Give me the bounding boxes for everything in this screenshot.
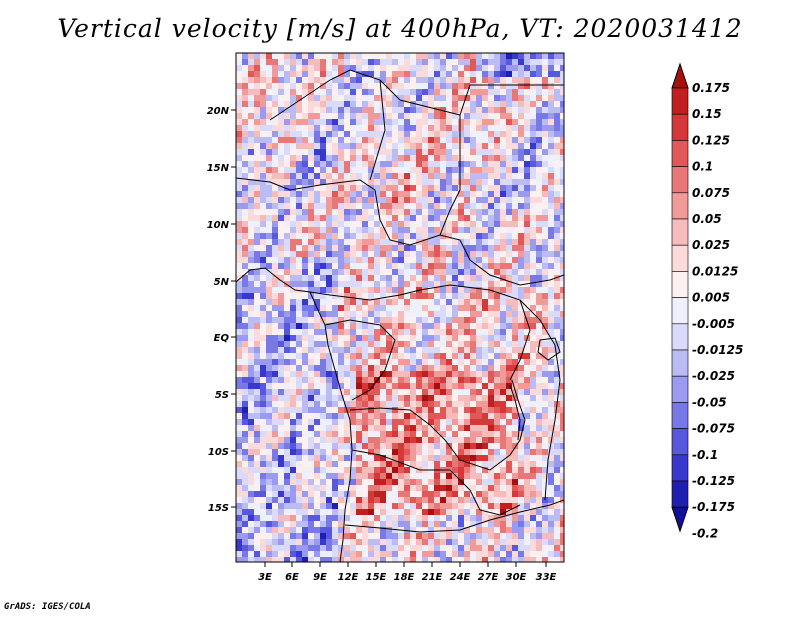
- colorbar-label: 0.0125: [692, 264, 738, 278]
- lat-label: EQ: [214, 333, 230, 344]
- northern-border: [269, 69, 564, 121]
- colorbar-label: 0.025: [692, 238, 730, 252]
- lon-label: 6E: [285, 572, 299, 583]
- colorbar-label: 0.005: [692, 291, 730, 305]
- chart-title: Vertical velocity [m/s] at 400hPa, VT: 2…: [57, 14, 743, 43]
- colorbar-swatch: [671, 454, 689, 482]
- central-africa-border: [309, 284, 531, 381]
- map-panel: 20N 15N 10N 5N EQ 5S 10S 15S 3E 6E 9E 12E 15E 18E 21E…: [207, 52, 565, 583]
- lat-label: 10N: [207, 220, 230, 231]
- colorbar-swatch: [671, 140, 689, 167]
- lon-label: 33E: [536, 572, 557, 583]
- colorbar-swatch: [671, 480, 689, 508]
- colorbar-label: -0.125: [692, 474, 735, 488]
- east-africa-border: [519, 299, 561, 501]
- lake-tanganyika: [509, 384, 521, 441]
- sahel-border: [236, 177, 564, 286]
- lon-label: 15E: [366, 572, 387, 583]
- colorbar-swatch: [671, 87, 689, 115]
- lon-label: 3E: [258, 572, 272, 583]
- angola-zambia-border: [351, 449, 521, 516]
- colorbar-label: 0.175: [692, 81, 730, 95]
- colorbar-label: -0.175: [692, 500, 735, 514]
- colorbar-swatch: [671, 375, 689, 403]
- colorbar-label: -0.05: [692, 395, 727, 409]
- lake-victoria: [537, 337, 561, 361]
- lat-label: 15S: [208, 503, 229, 514]
- colorbar-swatch: [671, 244, 689, 272]
- lon-label: 9E: [313, 572, 327, 583]
- drc-angola-border: [349, 379, 526, 471]
- colorbar-label: -0.2: [692, 526, 718, 540]
- lon-label: 21E: [422, 572, 443, 583]
- country-borders: [236, 69, 564, 562]
- lat-label: 15N: [207, 163, 230, 174]
- colorbar-label: 0.15: [692, 107, 722, 121]
- colorbar-swatch: [671, 297, 689, 325]
- chad-sudan-border: [369, 79, 461, 236]
- colorbar: 0.175 0.15 0.125 0.1 0.075 0.05 0.025 0.0125 0.0…: [671, 62, 743, 540]
- colorbar-swatch: [671, 62, 689, 89]
- colorbar-swatch: [671, 349, 689, 377]
- lat-label: 20N: [207, 106, 230, 117]
- colorbar-label: -0.075: [692, 422, 735, 436]
- lon-label: 12E: [338, 572, 359, 583]
- colorbar-swatch: [671, 218, 689, 246]
- colorbar-swatch: [671, 113, 689, 141]
- congo-border: [324, 319, 396, 401]
- colorbar-swatch: [671, 271, 689, 298]
- colorbar-label: -0.0125: [692, 343, 743, 357]
- vertical-velocity-field: [236, 53, 564, 562]
- colorbar-label: 0.075: [692, 186, 730, 200]
- longitude-labels: 3E 6E 9E 12E 15E 18E 21E 24E 27E 30E 33E: [258, 562, 557, 583]
- southern-border: [344, 499, 564, 533]
- coastline-west: [236, 267, 353, 562]
- lat-label: 5N: [214, 277, 230, 288]
- colorbar-label: 0.125: [692, 133, 730, 147]
- colorbar-swatch: [671, 323, 689, 351]
- lon-label: 18E: [394, 572, 415, 583]
- lon-label: 30E: [506, 572, 527, 583]
- colorbar-labels: 0.175 0.15 0.125 0.1 0.075 0.05 0.025 0.0125 0.0…: [692, 81, 743, 540]
- latitude-labels: 20N 15N 10N 5N EQ 5S 10S 15S: [207, 106, 236, 514]
- colorbar-swatch: [671, 428, 689, 456]
- lat-label: 5S: [215, 390, 229, 401]
- lon-label: 27E: [478, 572, 499, 583]
- lat-label: 10S: [208, 447, 229, 458]
- colorbar-label: -0.1: [692, 448, 718, 462]
- colorbar-swatch: [671, 402, 689, 429]
- lon-label: 24E: [450, 572, 471, 583]
- colorbar-swatch: [671, 192, 689, 220]
- colorbar-swatch: [671, 506, 689, 533]
- colorbar-label: -0.005: [692, 317, 735, 331]
- colorbar-label: 0.1: [692, 160, 713, 174]
- map-frame: [235, 52, 565, 563]
- colorbar-label: 0.05: [692, 212, 722, 226]
- colorbar-swatch: [671, 166, 689, 194]
- grads-credit: GrADS: IGES/COLA: [4, 602, 91, 612]
- colorbar-label: -0.025: [692, 369, 735, 383]
